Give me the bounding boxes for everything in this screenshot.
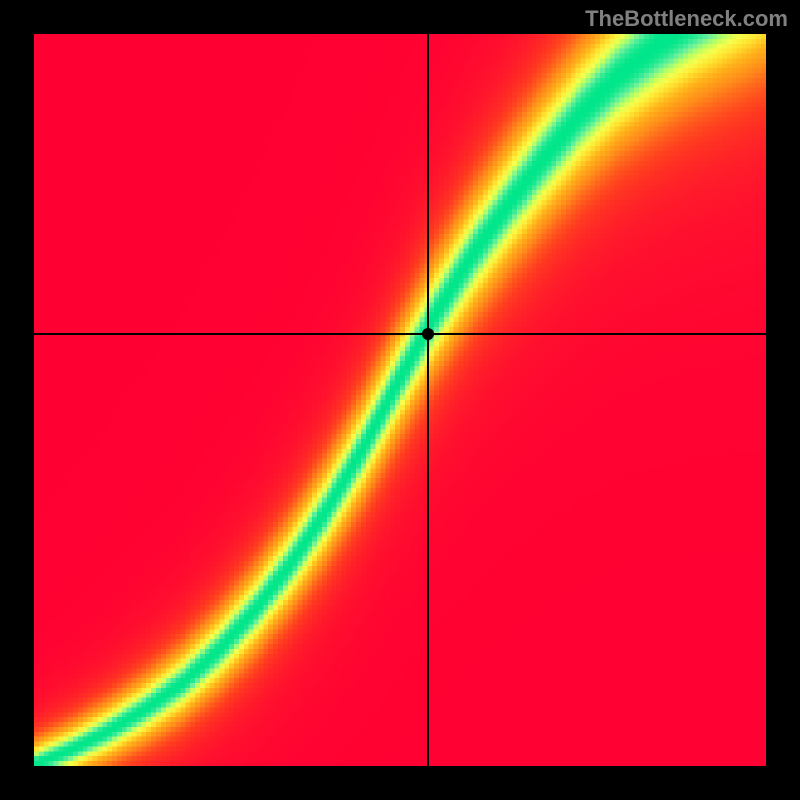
crosshair-vertical — [427, 34, 429, 766]
selection-marker — [422, 328, 434, 340]
chart-container: TheBottleneck.com — [0, 0, 800, 800]
watermark-text: TheBottleneck.com — [585, 6, 788, 32]
crosshair-horizontal — [34, 333, 766, 335]
bottleneck-heatmap — [34, 34, 766, 766]
